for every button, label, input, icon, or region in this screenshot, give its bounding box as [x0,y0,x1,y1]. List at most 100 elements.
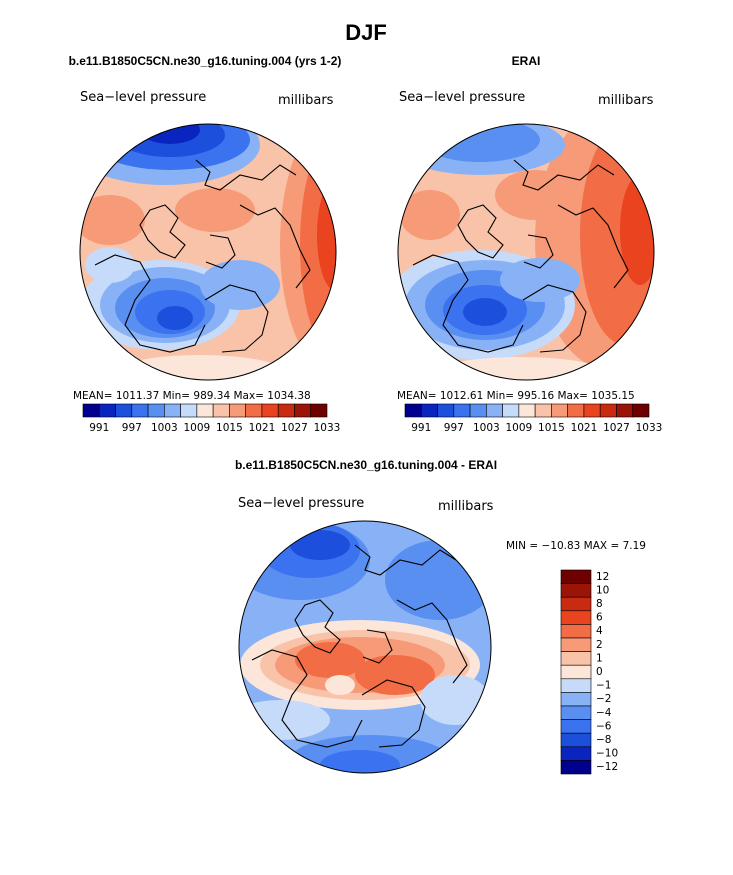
panel-diff-colorbar-swatch [560,692,592,707]
panel-diff-colorbar-tick-label: 0 [596,666,603,678]
panel-obs-stats: MEAN= 1012.61 Min= 995.16 Max= 1035.15 [397,390,635,402]
panel-obs-colorbar-swatch [453,403,471,418]
panel-obs-map-border [397,123,655,381]
panel-obs-colorbar-swatch [551,403,568,418]
panel-diff-colorbar-swatch [560,624,592,639]
panel-obs-colorbar-swatch [420,403,438,418]
panel-model-colorbar: 991 997 1003 1009 1015 1021 1027 1033 [82,403,341,434]
panel-diff-colorbar-tick-label: −2 [596,693,611,705]
panel-obs-colorbar-swatch [486,403,503,418]
panel-model-map-border [79,123,337,381]
panel-obs-field [398,124,654,380]
panel-diff-stats: MIN = −10.83 MAX = 7.19 [506,540,646,552]
panel-model-colorbar-swatch [115,403,133,418]
panel-obs: ERAI Sea−level pressure millibars [397,54,663,434]
panel-diff-colorbar-tick-label: 6 [596,612,603,624]
panel-model-colorbar-tick-label: 1021 [249,422,276,434]
panel-model: b.e11.B1850C5CN.ne30_g16.tuning.004 (yrs… [69,54,342,434]
panel-model-colorbar-tick-label: 1027 [281,422,308,434]
panel-diff-colorbar-tick-label: −10 [596,748,618,760]
panel-diff-colorbar-swatch [560,719,592,734]
panel-diff-colorbar-tick-label: −8 [596,734,611,746]
panel-diff-colorbar-tick-label: −12 [596,761,618,773]
panel-obs-colorbar-swatch [599,403,617,418]
panel-diff-colorbar-swatch [560,569,592,584]
panel-obs-colorbar-swatch [534,403,552,418]
panel-diff-colorbar-tick-label: 8 [596,598,603,610]
panel-obs-colorbar-swatch [437,403,455,418]
panel-obs-colorbar-tick-label: 1021 [571,422,598,434]
panel-diff: b.e11.B1850C5CN.ne30_g16.tuning.004 - ER… [235,458,646,775]
panel-model-colorbar-swatch [310,403,328,418]
panel-model-title: b.e11.B1850C5CN.ne30_g16.tuning.004 (yrs… [69,54,342,68]
panel-diff-colorbar-swatch [560,760,592,775]
panel-obs-colorbar-tick-label: 991 [411,422,431,434]
panel-diff-colorbar-tick-label: 2 [596,639,603,651]
panel-obs-colorbar-swatch [518,403,536,418]
panel-model-colorbar-swatch [277,403,295,418]
page-title: DJF [345,20,387,45]
panel-obs-colorbar-swatch [469,403,487,418]
panel-model-colorbar-tick-label: 997 [122,422,142,434]
panel-obs-title: ERAI [512,54,541,68]
panel-diff-colorbar-swatch [560,664,592,680]
panel-model-coastlines [94,159,311,353]
panel-diff-colorbar-swatch [560,637,592,652]
panel-model-colorbar-tick-label: 1003 [151,422,178,434]
panel-model-colorbar-tick-label: 1015 [216,422,243,434]
panel-diff-colorbar-tick-label: 12 [596,571,609,583]
panel-diff-colorbar-swatch [560,678,592,693]
panel-obs-colorbar-swatch [632,403,650,418]
panel-diff-colorbar-tick-label: −4 [596,707,612,719]
panel-model-colorbar-swatch [196,403,214,418]
panel-model-colorbar-swatch [131,403,149,418]
panel-diff-colorbar-swatch [560,746,592,761]
panel-obs-colorbar-tick-label: 997 [444,422,464,434]
panel-model-colorbar-swatch [245,403,263,418]
panel-model-colorbar-swatch [294,403,312,418]
panel-diff-coastlines [251,544,468,748]
panel-model-colorbar-swatch [229,403,246,418]
panel-obs-colorbar-tick-label: 1015 [538,422,565,434]
panel-model-colorbar-tick-label: 1033 [314,422,341,434]
panel-obs-units-label: millibars [598,93,654,108]
panel-diff-colorbar-swatch [560,705,592,720]
panel-model-colorbar-swatch [261,403,279,418]
panel-diff-units-label: millibars [438,499,494,514]
panel-diff-colorbar-tick-label: 1 [596,652,603,664]
panel-obs-colorbar-tick-label: 1003 [473,422,500,434]
panel-diff-colorbar-swatch [560,610,592,625]
panel-obs-colorbar: 991 997 1003 1009 1015 1021 1027 1033 [404,403,663,434]
panel-obs-colorbar-swatch [583,403,601,418]
panel-model-colorbar-tick-label: 991 [89,422,109,434]
panel-model-colorbar-swatch [147,403,165,418]
panel-obs-colorbar-tick-label: 1033 [636,422,663,434]
panel-model-colorbar-swatch [164,403,181,418]
panel-obs-colorbar-swatch [616,403,634,418]
panel-diff-title: b.e11.B1850C5CN.ne30_g16.tuning.004 - ER… [235,458,497,472]
panel-obs-coastlines [412,159,629,353]
panel-obs-variable-label: Sea−level pressure [399,90,525,105]
panel-diff-colorbar-tick-label: −1 [596,680,611,692]
panel-model-colorbar-swatch [98,403,116,418]
panel-model-colorbar-swatch [212,403,230,418]
panel-obs-colorbar-tick-label: 1027 [603,422,630,434]
panel-diff-variable-label: Sea−level pressure [238,496,364,511]
panel-obs-colorbar-tick-label: 1009 [505,422,532,434]
panel-obs-colorbar-swatch [404,403,422,418]
panel-diff-colorbar-tick-label: 10 [596,584,609,596]
panel-model-variable-label: Sea−level pressure [80,90,206,105]
panel-diff-colorbar-swatch [560,596,592,612]
panel-diff-map-border [238,520,492,774]
panel-model-stats: MEAN= 1011.37 Min= 989.34 Max= 1034.38 [73,390,311,402]
panel-model-colorbar-tick-label: 1009 [183,422,210,434]
panel-obs-colorbar-swatch [502,403,520,418]
panel-obs-colorbar-swatch [567,403,585,418]
panel-diff-colorbar-tick-label: −6 [596,720,612,732]
panel-model-units-label: millibars [278,93,334,108]
panel-model-colorbar-swatch [180,403,198,418]
panel-model-colorbar-swatch [82,403,100,418]
panel-diff-colorbar-swatch [560,732,592,748]
